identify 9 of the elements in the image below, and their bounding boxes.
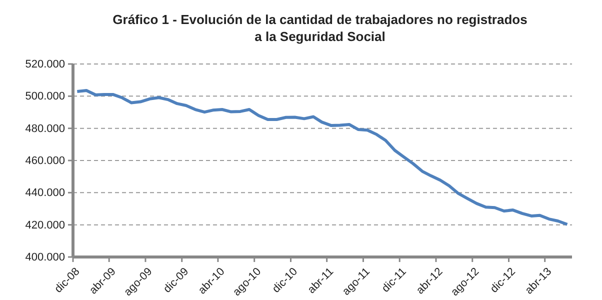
y-tick-label: 520.000 bbox=[25, 58, 65, 71]
y-tick-label: 440.000 bbox=[25, 187, 65, 200]
chart-title: Gráfico 1 - Evolución de la cantidad de trabajadores no registrados a la Seguridad Social bbox=[112, 12, 528, 44]
y-tick-label: 500.000 bbox=[25, 90, 65, 103]
y-tick-label: 480.000 bbox=[25, 122, 65, 135]
line-series bbox=[76, 89, 569, 226]
y-tick-label: 460.000 bbox=[25, 155, 65, 168]
y-tick-label: 400.000 bbox=[25, 252, 65, 264]
y-tick-label: 420.000 bbox=[25, 219, 65, 232]
